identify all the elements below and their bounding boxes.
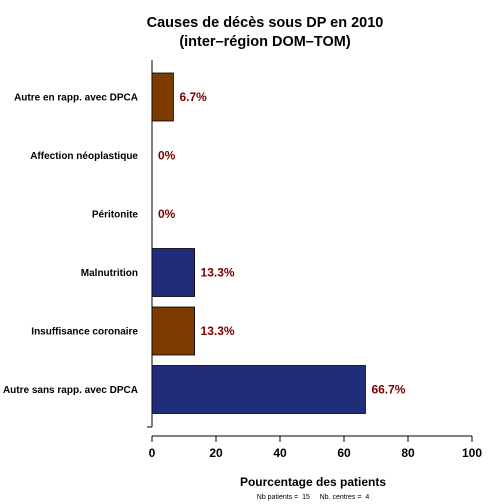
value-label-4: 13.3%	[201, 266, 235, 280]
x-tick-label-0: 0	[149, 446, 156, 460]
bar-4	[151, 248, 195, 297]
plot-area: Autre en rapp. avec DPCA 6.7% Affection né…	[3, 60, 482, 460]
x-tick-label-100: 100	[462, 446, 482, 460]
value-label-6: 66.7%	[371, 383, 405, 397]
x-tick-label-80: 80	[401, 446, 415, 460]
value-label-5: 13.3%	[201, 324, 235, 338]
bar-1	[151, 72, 174, 122]
category-label-1: Autre en rapp. avec DPCA	[14, 93, 138, 104]
chart-title-line-1: Causes de décès sous DP en 2010	[147, 15, 384, 31]
value-label-3: 0%	[158, 207, 176, 221]
x-tick-label-40: 40	[273, 446, 287, 460]
x-tick-label-60: 60	[337, 446, 351, 460]
category-label-6: Autre sans rapp. avec DPCA	[3, 385, 138, 396]
value-label-2: 0%	[158, 149, 176, 163]
category-label-5: Insuffisance coronaire	[31, 327, 138, 338]
bar-5	[151, 306, 195, 356]
x-axis-title: Pourcentage des patients	[240, 475, 386, 489]
category-label-3: Péritonite	[92, 210, 139, 221]
category-label-2: Affection néoplastique	[30, 151, 138, 162]
x-tick-label-20: 20	[209, 446, 223, 460]
category-label-4: Malnutrition	[81, 268, 138, 279]
bar-6	[151, 365, 366, 414]
chart-title-line-2: (inter–région DOM–TOM)	[179, 34, 350, 50]
footnote: Nb patients = 15 Nb. centres = 4	[257, 494, 370, 501]
value-label-1: 6.7%	[179, 90, 207, 104]
